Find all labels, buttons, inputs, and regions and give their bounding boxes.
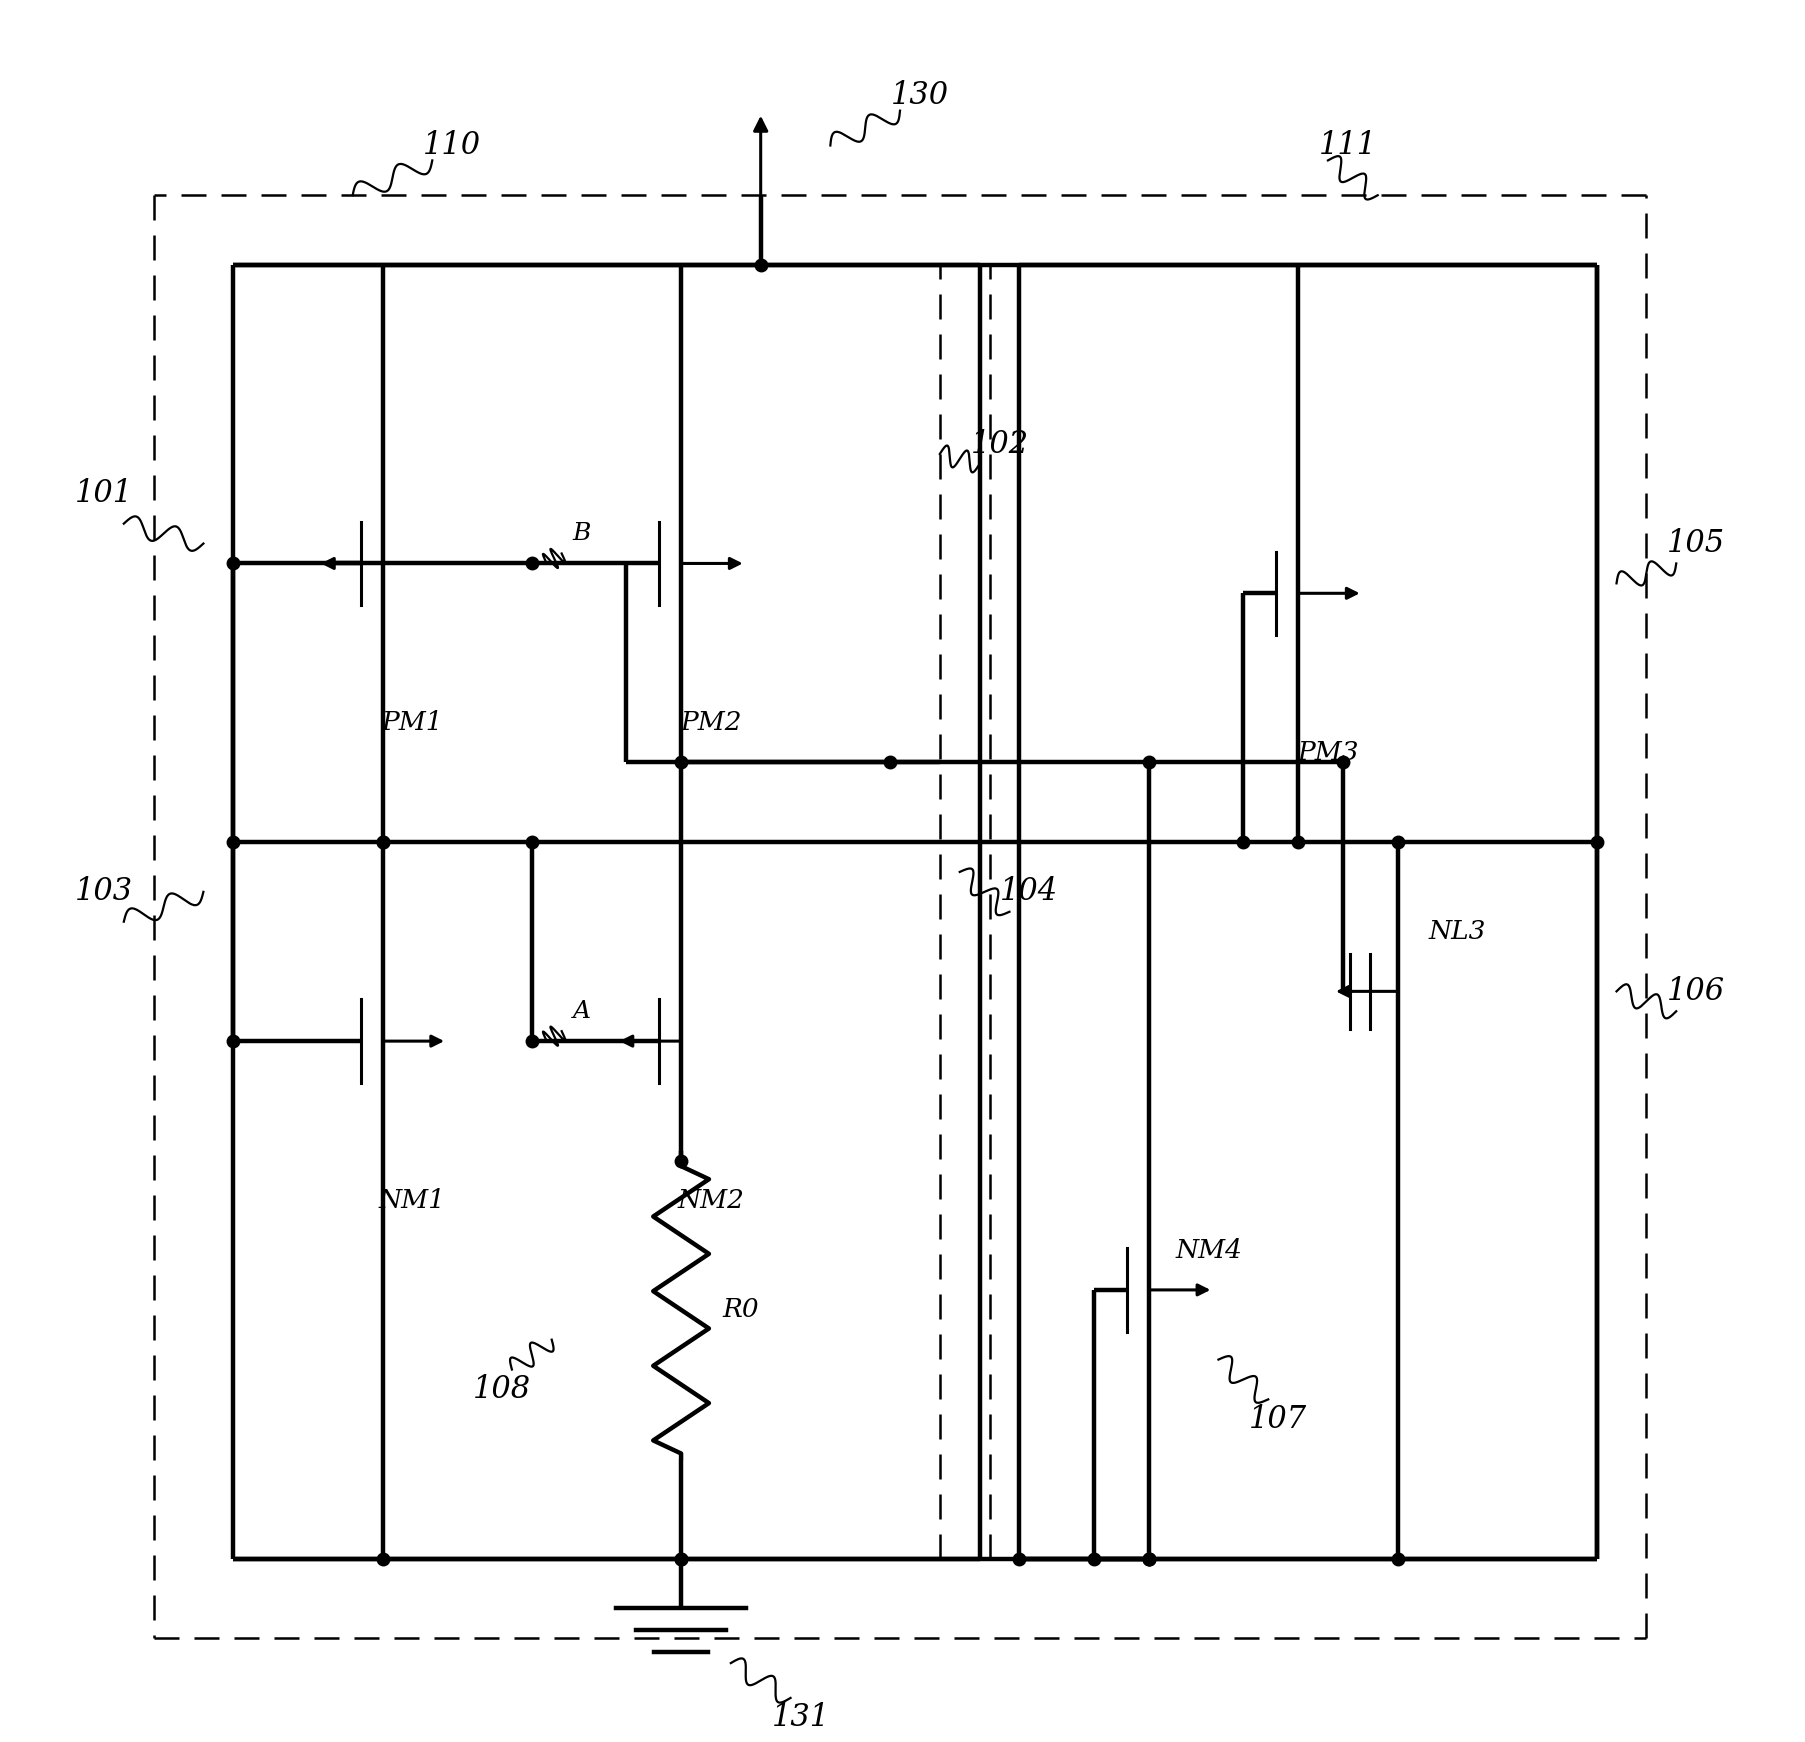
Text: 110: 110 xyxy=(422,131,480,160)
Text: 102: 102 xyxy=(969,429,1029,460)
Text: PM1: PM1 xyxy=(381,711,442,735)
Text: 107: 107 xyxy=(1249,1404,1307,1435)
Text: A: A xyxy=(572,1000,590,1023)
Text: 104: 104 xyxy=(1000,876,1058,908)
Text: NM2: NM2 xyxy=(677,1188,744,1212)
Text: 130: 130 xyxy=(890,80,948,111)
Text: 103: 103 xyxy=(74,876,134,908)
Text: 111: 111 xyxy=(1318,131,1375,160)
Text: PM3: PM3 xyxy=(1296,740,1357,765)
Text: PM2: PM2 xyxy=(680,711,742,735)
Text: 106: 106 xyxy=(1666,976,1724,1007)
Text: 131: 131 xyxy=(771,1702,828,1733)
Text: NL3: NL3 xyxy=(1428,920,1486,944)
Text: NM4: NM4 xyxy=(1175,1237,1242,1263)
Text: NM1: NM1 xyxy=(379,1188,446,1212)
Text: 108: 108 xyxy=(473,1374,531,1406)
Text: R0: R0 xyxy=(722,1298,758,1322)
Text: 105: 105 xyxy=(1666,528,1724,559)
Text: B: B xyxy=(572,523,590,545)
Text: 101: 101 xyxy=(74,479,134,509)
